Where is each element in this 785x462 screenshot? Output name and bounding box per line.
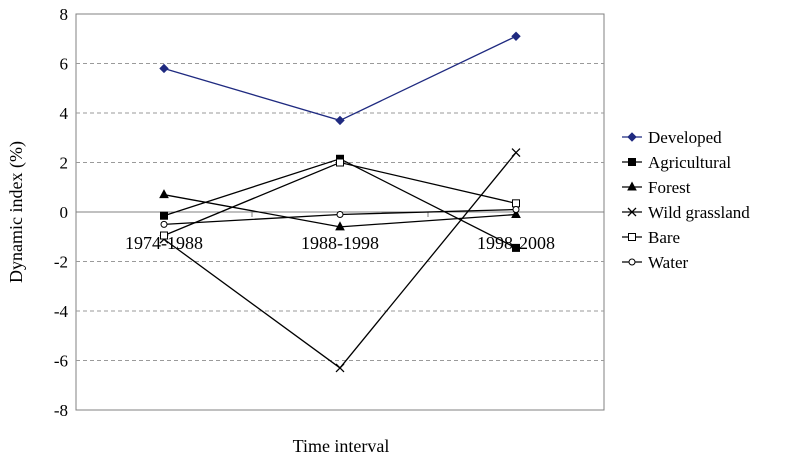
x-axis-tick-marks	[251, 212, 605, 217]
data-point-forest	[335, 221, 345, 231]
y-tick-label: -6	[54, 352, 68, 371]
series-developed	[159, 31, 521, 126]
y-tick-label: 8	[60, 5, 69, 24]
y-tick-label: 6	[60, 55, 69, 74]
x-axis-category-labels: 1974-1988 1988-1998 1998-2008	[125, 233, 555, 253]
legend-marker-agricultural	[628, 158, 636, 166]
x-category-label: 1998-2008	[477, 233, 555, 253]
data-point-bare	[512, 199, 520, 208]
legend-item-wild-grassland: Wild grassland	[622, 203, 750, 222]
legend-label: Agricultural	[648, 153, 731, 172]
series-forest	[159, 189, 521, 231]
y-tick-label: 4	[60, 104, 69, 123]
data-point-bare	[160, 231, 168, 240]
y-tick-label: 2	[60, 154, 69, 173]
data-point-forest	[159, 189, 169, 199]
x-axis-title: Time interval	[293, 436, 390, 456]
legend-item-bare: Bare	[622, 228, 680, 247]
y-axis-tick-labels: 8 6 4 2 0 -2 -4 -6 -8	[54, 5, 69, 420]
series-layer	[159, 31, 521, 373]
legend-label: Water	[648, 253, 688, 272]
data-point-developed	[511, 31, 521, 41]
legend-label: Developed	[648, 128, 722, 147]
y-tick-label: 0	[60, 203, 69, 222]
data-point-bare	[336, 158, 344, 167]
legend-item-forest: Forest	[622, 178, 691, 197]
legend-marker-forest	[627, 181, 637, 191]
y-tick-label: -8	[54, 401, 68, 420]
legend-item-developed: Developed	[622, 128, 722, 147]
legend-item-agricultural: Agricultural	[622, 153, 731, 172]
x-category-label: 1974-1988	[125, 233, 203, 253]
data-point-developed	[335, 115, 345, 126]
data-point-agricultural	[160, 211, 168, 220]
data-point-wild-grassland	[335, 363, 345, 373]
y-axis-title: Dynamic index (%)	[6, 141, 27, 283]
y-tick-label: -4	[54, 302, 69, 321]
legend: Developed Agricultural Forest Wild grasslan…	[622, 128, 750, 272]
x-category-label: 1988-1998	[301, 233, 379, 253]
legend-marker-water	[628, 258, 636, 266]
legend-label: Wild grassland	[648, 203, 750, 222]
legend-item-water: Water	[622, 253, 688, 272]
gridlines	[76, 63, 604, 361]
data-point-wild-grassland	[511, 148, 521, 158]
series-bare	[160, 158, 520, 240]
legend-label: Forest	[648, 178, 691, 197]
legend-label: Bare	[648, 228, 680, 247]
data-point-agricultural	[512, 243, 520, 252]
data-point-forest	[511, 208, 521, 218]
y-tick-label: -2	[54, 253, 68, 272]
legend-marker-bare	[628, 233, 636, 241]
data-point-water	[512, 206, 520, 214]
data-point-water	[336, 210, 344, 218]
series-water	[160, 206, 520, 228]
data-point-developed	[159, 63, 169, 74]
legend-marker-developed	[627, 132, 637, 142]
legend-marker-wild-grassland	[627, 207, 637, 217]
data-point-water	[160, 220, 168, 228]
